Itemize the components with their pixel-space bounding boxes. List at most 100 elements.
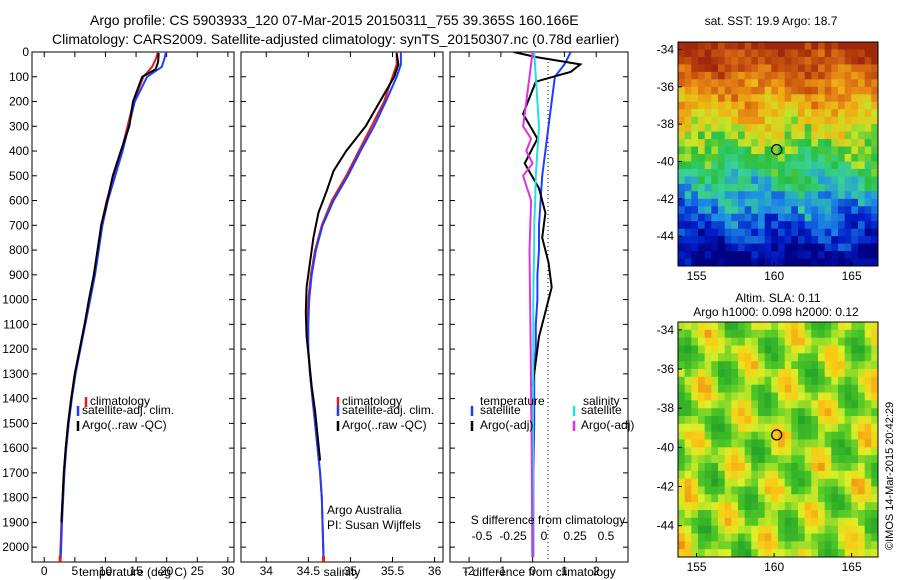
map-cell xyxy=(811,376,819,386)
map-cell xyxy=(798,322,806,331)
map-cell xyxy=(738,322,746,331)
map-cell xyxy=(758,431,766,441)
map-cell xyxy=(838,345,846,354)
map-cell xyxy=(771,423,779,433)
map-cell xyxy=(804,376,812,386)
map-cell xyxy=(804,345,812,354)
map-cell xyxy=(711,337,719,347)
map-cell xyxy=(704,463,712,472)
map-cell xyxy=(731,101,739,110)
map-cell xyxy=(718,416,726,425)
map-cell xyxy=(818,243,826,252)
map-cell xyxy=(731,213,739,222)
map-cell xyxy=(744,408,752,417)
map-cell xyxy=(791,161,799,170)
map-cell xyxy=(818,176,826,185)
map-cell xyxy=(824,228,832,237)
map-cell xyxy=(704,109,712,118)
map-cell xyxy=(678,525,686,535)
map-cell xyxy=(711,168,719,177)
map-y-tick-label: -42 xyxy=(657,480,675,494)
map-cell xyxy=(804,541,812,550)
map-cell xyxy=(798,486,806,495)
map-cell xyxy=(838,533,846,542)
map-cell xyxy=(744,517,752,527)
map-cell xyxy=(724,56,732,65)
map-cell xyxy=(711,139,719,148)
map-cell xyxy=(771,42,779,51)
map-cell xyxy=(704,131,712,140)
map-cell xyxy=(831,455,839,464)
map-cell xyxy=(784,431,792,441)
map-cell xyxy=(704,384,712,394)
map-cell xyxy=(684,329,692,339)
map-cell xyxy=(838,71,846,80)
map-cell xyxy=(844,109,852,118)
map-cell xyxy=(718,549,726,557)
map-cell xyxy=(844,455,852,464)
map-cell xyxy=(724,168,732,177)
map-cell xyxy=(738,228,746,237)
map-cell xyxy=(871,191,878,200)
secondary-x-tick-label: -0.5 xyxy=(472,529,493,543)
map-cell xyxy=(751,251,759,260)
map-cell xyxy=(704,221,712,230)
map-cell xyxy=(698,161,706,170)
map-cell xyxy=(678,42,686,51)
map-cell xyxy=(864,79,872,88)
map-cell xyxy=(778,423,786,433)
map-y-tick-label: -36 xyxy=(657,80,675,94)
map-cell xyxy=(844,236,852,245)
map-cell xyxy=(844,400,852,409)
map-cell xyxy=(851,329,859,339)
map-cell xyxy=(738,131,746,140)
map-cell xyxy=(851,517,859,527)
map-cell xyxy=(731,470,739,480)
map-cell xyxy=(871,124,878,133)
map-cell xyxy=(838,525,846,535)
map-cell xyxy=(844,322,852,331)
map-cell xyxy=(804,408,812,417)
map-cell xyxy=(678,337,686,347)
map-cell xyxy=(824,463,832,472)
map-cell xyxy=(751,64,759,73)
map-cell xyxy=(798,139,806,148)
map-cell xyxy=(711,353,719,362)
map-cell xyxy=(791,56,799,65)
map-cell xyxy=(751,369,759,378)
map-cell xyxy=(771,183,779,192)
map-cell xyxy=(824,384,832,394)
map-cell xyxy=(758,258,766,266)
map-cell xyxy=(731,49,739,58)
map-cell xyxy=(784,243,792,252)
map-cell xyxy=(798,221,806,230)
map-cell xyxy=(844,116,852,125)
map-cell xyxy=(724,213,732,222)
map-cell xyxy=(844,361,852,370)
map-cell xyxy=(711,517,719,527)
map-cell xyxy=(758,392,766,401)
map-cell xyxy=(811,42,819,51)
map-cell xyxy=(838,376,846,386)
map-cell xyxy=(764,361,772,370)
map-cell xyxy=(864,154,872,163)
map-cell xyxy=(858,392,866,401)
map-cell xyxy=(698,384,706,394)
map-cell xyxy=(811,408,819,417)
map-cell xyxy=(711,213,719,222)
map-cell xyxy=(718,329,726,339)
map-cell xyxy=(684,408,692,417)
map-cell xyxy=(724,376,732,386)
map-cell xyxy=(758,109,766,118)
map-cell xyxy=(698,345,706,354)
map-cell xyxy=(818,541,826,550)
map-cell xyxy=(871,79,878,88)
map-cell xyxy=(791,533,799,542)
map-cell xyxy=(858,541,866,550)
map-cell xyxy=(678,176,686,185)
map-cell xyxy=(744,131,752,140)
map-cell xyxy=(724,416,732,425)
map-cell xyxy=(871,502,878,511)
map-cell xyxy=(851,447,859,456)
